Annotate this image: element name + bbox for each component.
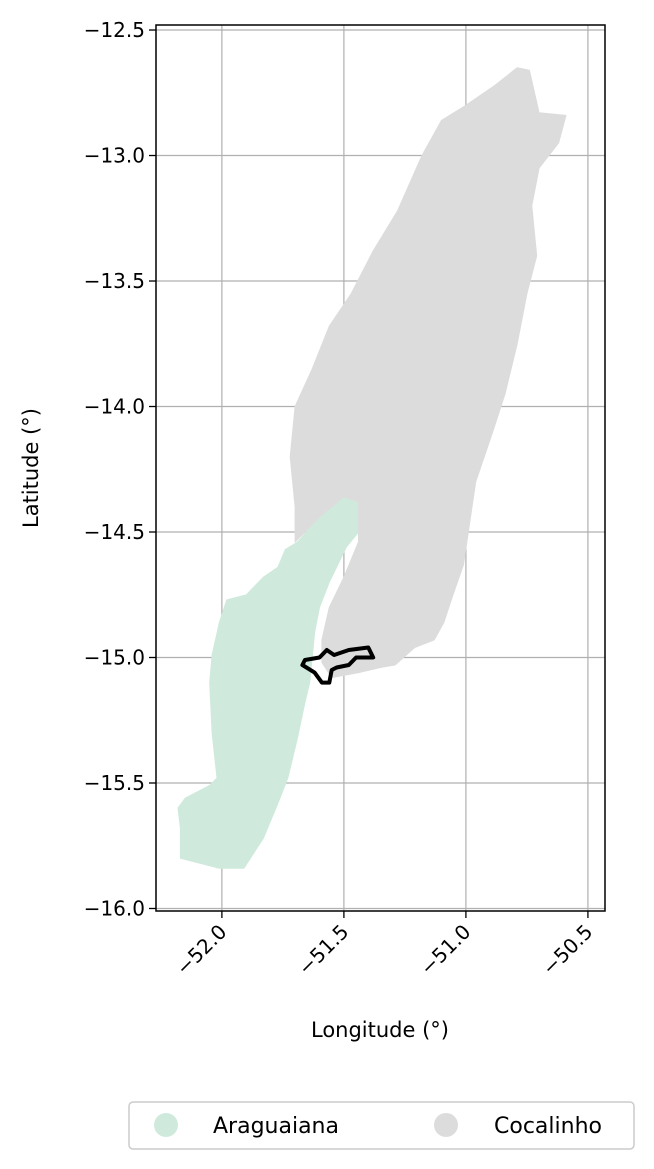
y-tick-label: −12.5 (84, 18, 145, 42)
y-tick-label: −16.0 (84, 896, 145, 920)
y-tick-label: −13.5 (84, 269, 145, 293)
x-tick-label: −51.5 (293, 920, 353, 980)
legend-swatch-cocalinho (434, 1113, 458, 1137)
legend: Araguaiana Cocalinho (128, 1101, 635, 1150)
y-tick-label: −14.0 (84, 395, 145, 419)
y-tick-label: −15.0 (84, 645, 145, 669)
legend-label-cocalinho: Cocalinho (494, 1114, 602, 1139)
region-araguaiana (177, 496, 359, 869)
legend-swatch-araguaiana (154, 1113, 178, 1137)
y-ticks: −12.5 −13.0 −13.5 −14.0 −14.5 −15.0 −15.5 −16.0 (84, 18, 156, 920)
x-tick-label: −51.0 (415, 920, 475, 980)
highlight (300, 645, 376, 685)
plot-frame (155, 24, 606, 912)
x-tick-label: −52.0 (171, 920, 231, 980)
regions (177, 67, 567, 869)
x-tick-label: −50.5 (537, 920, 597, 980)
legend-label-araguaiana: Araguaiana (213, 1114, 339, 1139)
y-tick-label: −13.0 (84, 144, 145, 168)
highlight-area-outline (300, 645, 376, 685)
y-tick-label: −15.5 (84, 771, 145, 795)
x-ticks: −52.0 −51.5 −51.0 −50.5 (171, 911, 597, 980)
x-axis-label: Longitude (°) (311, 1018, 449, 1042)
y-axis-label: Latitude (°) (19, 408, 43, 528)
y-tick-label: −14.5 (84, 520, 145, 544)
region-cocalinho (289, 67, 567, 679)
legend-box (128, 1101, 635, 1150)
